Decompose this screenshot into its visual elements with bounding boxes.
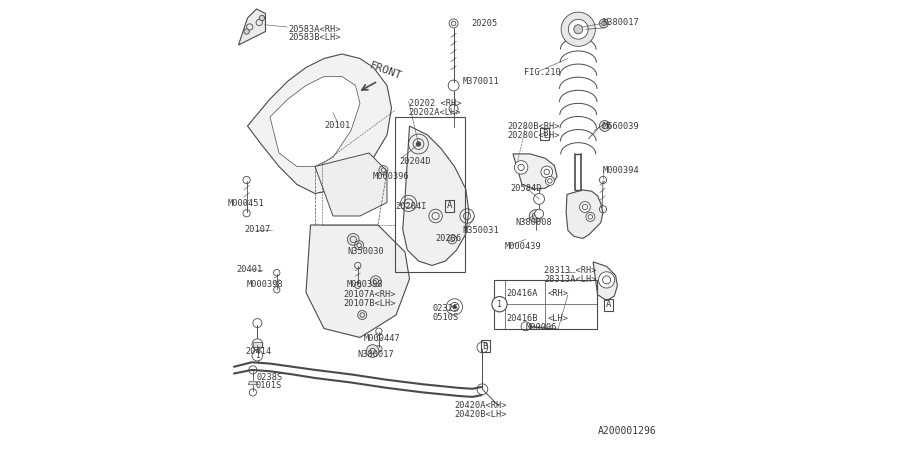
Circle shape xyxy=(534,194,544,204)
Text: 1: 1 xyxy=(255,351,260,360)
Polygon shape xyxy=(253,342,262,346)
Text: 20583A<RH>: 20583A<RH> xyxy=(288,25,340,34)
Text: B: B xyxy=(482,342,488,351)
Circle shape xyxy=(371,276,382,287)
Text: A: A xyxy=(446,201,452,210)
Polygon shape xyxy=(306,225,410,338)
Circle shape xyxy=(545,176,554,185)
Text: M000396: M000396 xyxy=(373,172,410,181)
Bar xyxy=(604,299,613,310)
Text: N350031: N350031 xyxy=(463,226,500,235)
Text: N380008: N380008 xyxy=(515,218,552,227)
Text: FIG.210: FIG.210 xyxy=(524,68,561,77)
Text: 20206: 20206 xyxy=(436,234,462,243)
Bar xyxy=(494,280,597,328)
Circle shape xyxy=(529,210,542,222)
Text: A: A xyxy=(606,300,611,309)
Text: M370011: M370011 xyxy=(463,77,500,86)
Circle shape xyxy=(358,310,367,320)
Text: 20416A: 20416A xyxy=(507,289,538,298)
Circle shape xyxy=(569,19,589,39)
Polygon shape xyxy=(248,382,257,385)
Text: M000447: M000447 xyxy=(364,334,400,343)
Text: 20414: 20414 xyxy=(245,346,272,356)
Text: FRONT: FRONT xyxy=(368,60,403,81)
Circle shape xyxy=(580,202,590,212)
Text: 1: 1 xyxy=(497,300,502,309)
Text: M000439: M000439 xyxy=(505,242,542,251)
Text: 20280B<RH>: 20280B<RH> xyxy=(508,122,560,131)
Circle shape xyxy=(244,29,249,34)
Text: N380017: N380017 xyxy=(358,350,394,359)
Text: 20204I: 20204I xyxy=(395,202,427,211)
Text: 0101S: 0101S xyxy=(256,381,282,390)
Text: 20107: 20107 xyxy=(244,225,270,234)
Circle shape xyxy=(574,25,583,34)
Polygon shape xyxy=(238,9,266,45)
Circle shape xyxy=(366,345,379,357)
Circle shape xyxy=(521,322,530,331)
Text: 20280C<LH>: 20280C<LH> xyxy=(508,131,560,140)
Circle shape xyxy=(252,350,263,361)
Text: 20107B<LH>: 20107B<LH> xyxy=(343,299,395,308)
Circle shape xyxy=(515,161,527,174)
Polygon shape xyxy=(248,54,392,194)
Circle shape xyxy=(599,121,610,131)
Bar xyxy=(481,340,490,352)
Text: B: B xyxy=(542,129,547,138)
Bar xyxy=(540,128,549,140)
Circle shape xyxy=(598,272,615,288)
Polygon shape xyxy=(315,153,387,216)
Circle shape xyxy=(562,12,596,46)
Text: 20401: 20401 xyxy=(236,266,263,274)
Text: M000394: M000394 xyxy=(603,166,640,175)
Polygon shape xyxy=(513,154,557,189)
Text: 20204D: 20204D xyxy=(400,157,431,166)
Circle shape xyxy=(586,212,595,221)
Text: 20202 <RH>: 20202 <RH> xyxy=(409,99,461,108)
Polygon shape xyxy=(270,76,360,166)
Text: M000451: M000451 xyxy=(227,199,264,208)
Text: 20584D: 20584D xyxy=(511,184,542,193)
Circle shape xyxy=(535,209,544,218)
Text: <RH>: <RH> xyxy=(547,289,568,298)
Text: 0238S: 0238S xyxy=(256,373,283,382)
Bar xyxy=(445,200,454,212)
Text: M660039: M660039 xyxy=(603,122,640,131)
Text: 20107A<RH>: 20107A<RH> xyxy=(343,290,395,299)
Text: 20205: 20205 xyxy=(472,19,498,28)
Circle shape xyxy=(453,305,456,309)
Circle shape xyxy=(599,19,608,28)
Circle shape xyxy=(491,297,508,312)
Text: 20420A<RH>: 20420A<RH> xyxy=(454,401,507,410)
Text: M000398: M000398 xyxy=(247,280,284,289)
Polygon shape xyxy=(403,126,469,266)
Polygon shape xyxy=(593,262,617,301)
Text: N380017: N380017 xyxy=(602,18,639,27)
Text: 20420B<LH>: 20420B<LH> xyxy=(454,410,507,419)
Text: 0232S: 0232S xyxy=(433,304,459,313)
Circle shape xyxy=(416,142,421,146)
Text: N350030: N350030 xyxy=(347,248,384,256)
Circle shape xyxy=(347,234,359,245)
Text: 0510S: 0510S xyxy=(433,313,459,322)
Text: 20101: 20101 xyxy=(324,122,350,130)
Text: 20202A<LH>: 20202A<LH> xyxy=(409,108,461,117)
Polygon shape xyxy=(566,190,603,239)
Circle shape xyxy=(259,15,265,21)
Bar xyxy=(395,117,465,272)
Text: 20583B<LH>: 20583B<LH> xyxy=(288,33,340,42)
Text: M000398: M000398 xyxy=(346,280,383,289)
Text: 28313 <RH>: 28313 <RH> xyxy=(544,266,597,275)
Text: 28313A<LH>: 28313A<LH> xyxy=(544,275,597,284)
Text: M00006: M00006 xyxy=(526,323,557,332)
Text: 20416B: 20416B xyxy=(507,314,538,323)
Text: A200001296: A200001296 xyxy=(598,426,656,436)
Circle shape xyxy=(541,166,553,178)
Text: <LH>: <LH> xyxy=(547,314,568,323)
